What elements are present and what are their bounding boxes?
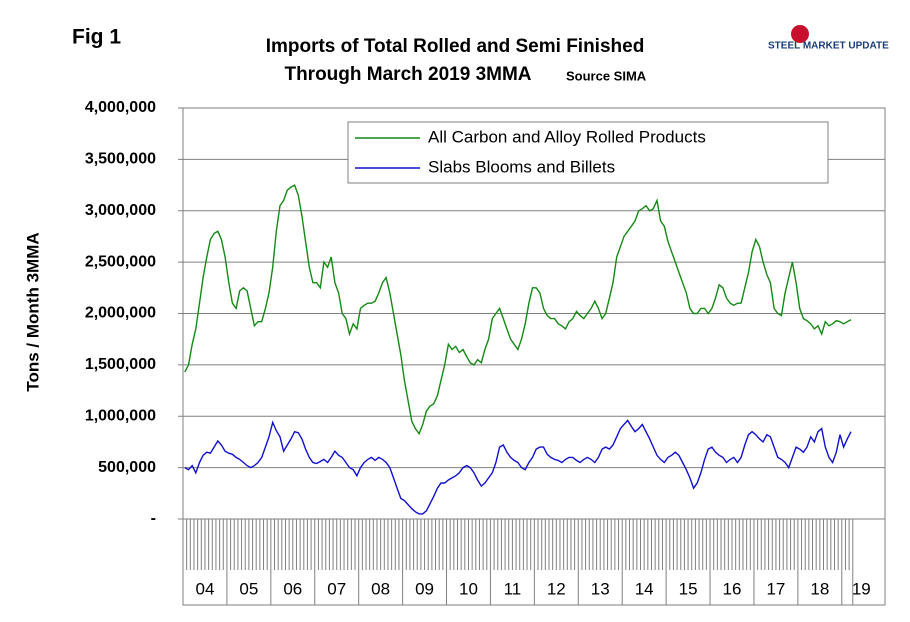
x-tick-label: 13: [591, 579, 610, 598]
y-tick-label: 2,000,000: [85, 305, 156, 322]
x-tick-label: 17: [766, 579, 785, 598]
y-tick-label: -: [151, 510, 156, 527]
x-tick-label: 04: [195, 579, 214, 598]
y-tick-label: 3,000,000: [85, 202, 156, 219]
x-tick-label: 05: [239, 579, 258, 598]
chart-title: Imports of Total Rolled and Semi Finishe…: [266, 36, 645, 57]
chart-subtitle: Through March 2019 3MMA: [284, 64, 531, 85]
legend-box: [347, 121, 829, 184]
legend-label: All Carbon and Alloy Rolled Products: [428, 127, 706, 146]
logo-mark: [791, 25, 809, 43]
y-tick-label: 3,500,000: [85, 151, 156, 168]
x-tick-label: 09: [415, 579, 434, 598]
legend: All Carbon and Alloy Rolled Products Slab…: [347, 121, 829, 184]
x-tick-label: 16: [723, 579, 742, 598]
source-note: Source SIMA: [566, 68, 647, 83]
series-line: [184, 184, 852, 436]
logo: STEEL MARKET UPDATE: [768, 41, 889, 52]
series-line: [184, 419, 852, 515]
y-tick-label: 2,500,000: [85, 253, 156, 270]
y-tick-label: 1,000,000: [85, 407, 156, 424]
x-tick-label: 14: [635, 579, 654, 598]
x-tick-label: 11: [504, 579, 522, 598]
x-tick-label: 08: [371, 579, 390, 598]
y-tick-label: 1,500,000: [85, 356, 156, 373]
y-tick-label: 4,000,000: [85, 99, 156, 116]
legend-label: Slabs Blooms and Billets: [428, 157, 615, 176]
x-tick-label: 15: [679, 579, 698, 598]
x-tick-label: 19: [852, 579, 871, 598]
x-tick-label: 18: [810, 579, 829, 598]
figure-label: Fig 1: [72, 26, 121, 49]
x-tick-label: 07: [327, 579, 346, 598]
y-tick-label: 500,000: [98, 459, 156, 476]
x-tick-label: 06: [283, 579, 302, 598]
x-tick-label: 12: [547, 579, 566, 598]
x-tick-label: 10: [459, 579, 478, 598]
y-axis-label: Tons / Month 3MMA: [23, 232, 42, 391]
